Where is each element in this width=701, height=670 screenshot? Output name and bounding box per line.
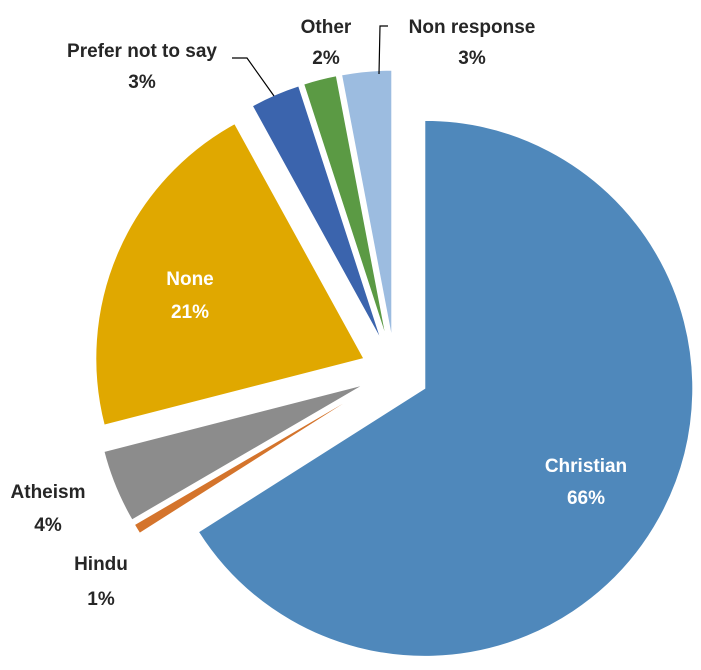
- pie-slice-christian: [197, 119, 694, 657]
- slice-label-hindu: Hindu: [74, 554, 128, 575]
- leader-lines: [232, 25, 388, 97]
- pie-slice-hindu: [133, 389, 367, 534]
- pie-slice-non-response: [340, 69, 393, 339]
- slice-value-none: 21%: [171, 302, 209, 323]
- slice-value-prefer-not-to-say: 3%: [128, 72, 156, 93]
- slice-value-atheism: 4%: [34, 515, 62, 536]
- pie-slice-prefer-not-to-say: [251, 85, 382, 342]
- slice-value-christian: 66%: [567, 488, 605, 509]
- slice-labels: Christian 66% Hindu 1% Atheism 4% None 2…: [11, 17, 628, 610]
- pie-slice-atheism: [103, 384, 364, 521]
- slice-label-prefer-not-to-say: Prefer not to say: [67, 41, 217, 62]
- leader-line-non-response: [378, 25, 388, 75]
- slice-value-non-response: 3%: [458, 48, 486, 69]
- slice-label-none: None: [166, 269, 214, 290]
- slice-label-non-response: Non response: [409, 17, 536, 38]
- pie-slices: [95, 69, 694, 657]
- slice-value-other: 2%: [312, 48, 340, 69]
- slice-label-other: Other: [301, 17, 352, 38]
- pie-slice-other: [303, 75, 388, 340]
- slice-label-christian: Christian: [545, 456, 627, 477]
- slice-label-atheism: Atheism: [11, 482, 86, 503]
- slice-value-hindu: 1%: [87, 589, 115, 610]
- leader-line-prefer-not-to-say: [232, 57, 275, 97]
- pie-slice-none: [95, 122, 365, 426]
